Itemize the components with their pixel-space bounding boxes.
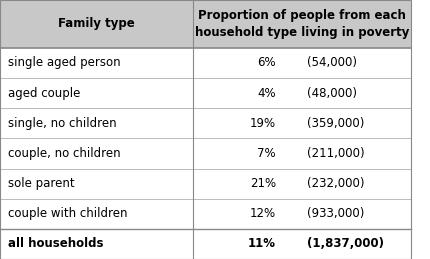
Text: (211,000): (211,000): [307, 147, 364, 160]
Text: single, no children: single, no children: [8, 117, 117, 130]
Text: Proportion of people from each
household type living in poverty: Proportion of people from each household…: [195, 9, 409, 39]
FancyBboxPatch shape: [0, 199, 193, 229]
Text: Family type: Family type: [58, 17, 135, 31]
FancyBboxPatch shape: [0, 108, 193, 138]
FancyBboxPatch shape: [0, 229, 193, 259]
Text: (1,837,000): (1,837,000): [307, 238, 384, 250]
Text: couple, no children: couple, no children: [8, 147, 121, 160]
Text: all households: all households: [8, 238, 104, 250]
FancyBboxPatch shape: [193, 0, 411, 48]
Text: (48,000): (48,000): [307, 87, 356, 100]
Text: 19%: 19%: [250, 117, 276, 130]
FancyBboxPatch shape: [193, 169, 411, 199]
FancyBboxPatch shape: [193, 48, 411, 78]
Text: 21%: 21%: [250, 177, 276, 190]
Text: couple with children: couple with children: [8, 207, 128, 220]
FancyBboxPatch shape: [193, 138, 411, 169]
FancyBboxPatch shape: [0, 138, 193, 169]
FancyBboxPatch shape: [193, 199, 411, 229]
FancyBboxPatch shape: [193, 78, 411, 108]
Text: 7%: 7%: [258, 147, 276, 160]
Text: (232,000): (232,000): [307, 177, 364, 190]
Text: 11%: 11%: [248, 238, 276, 250]
Text: (359,000): (359,000): [307, 117, 364, 130]
FancyBboxPatch shape: [0, 48, 193, 78]
Text: 6%: 6%: [258, 56, 276, 69]
Text: single aged person: single aged person: [8, 56, 121, 69]
Text: 4%: 4%: [258, 87, 276, 100]
FancyBboxPatch shape: [193, 229, 411, 259]
Text: (933,000): (933,000): [307, 207, 364, 220]
Text: sole parent: sole parent: [8, 177, 75, 190]
Text: (54,000): (54,000): [307, 56, 356, 69]
FancyBboxPatch shape: [0, 169, 193, 199]
Text: aged couple: aged couple: [8, 87, 80, 100]
Text: 12%: 12%: [250, 207, 276, 220]
FancyBboxPatch shape: [193, 108, 411, 138]
FancyBboxPatch shape: [0, 0, 193, 48]
FancyBboxPatch shape: [0, 78, 193, 108]
